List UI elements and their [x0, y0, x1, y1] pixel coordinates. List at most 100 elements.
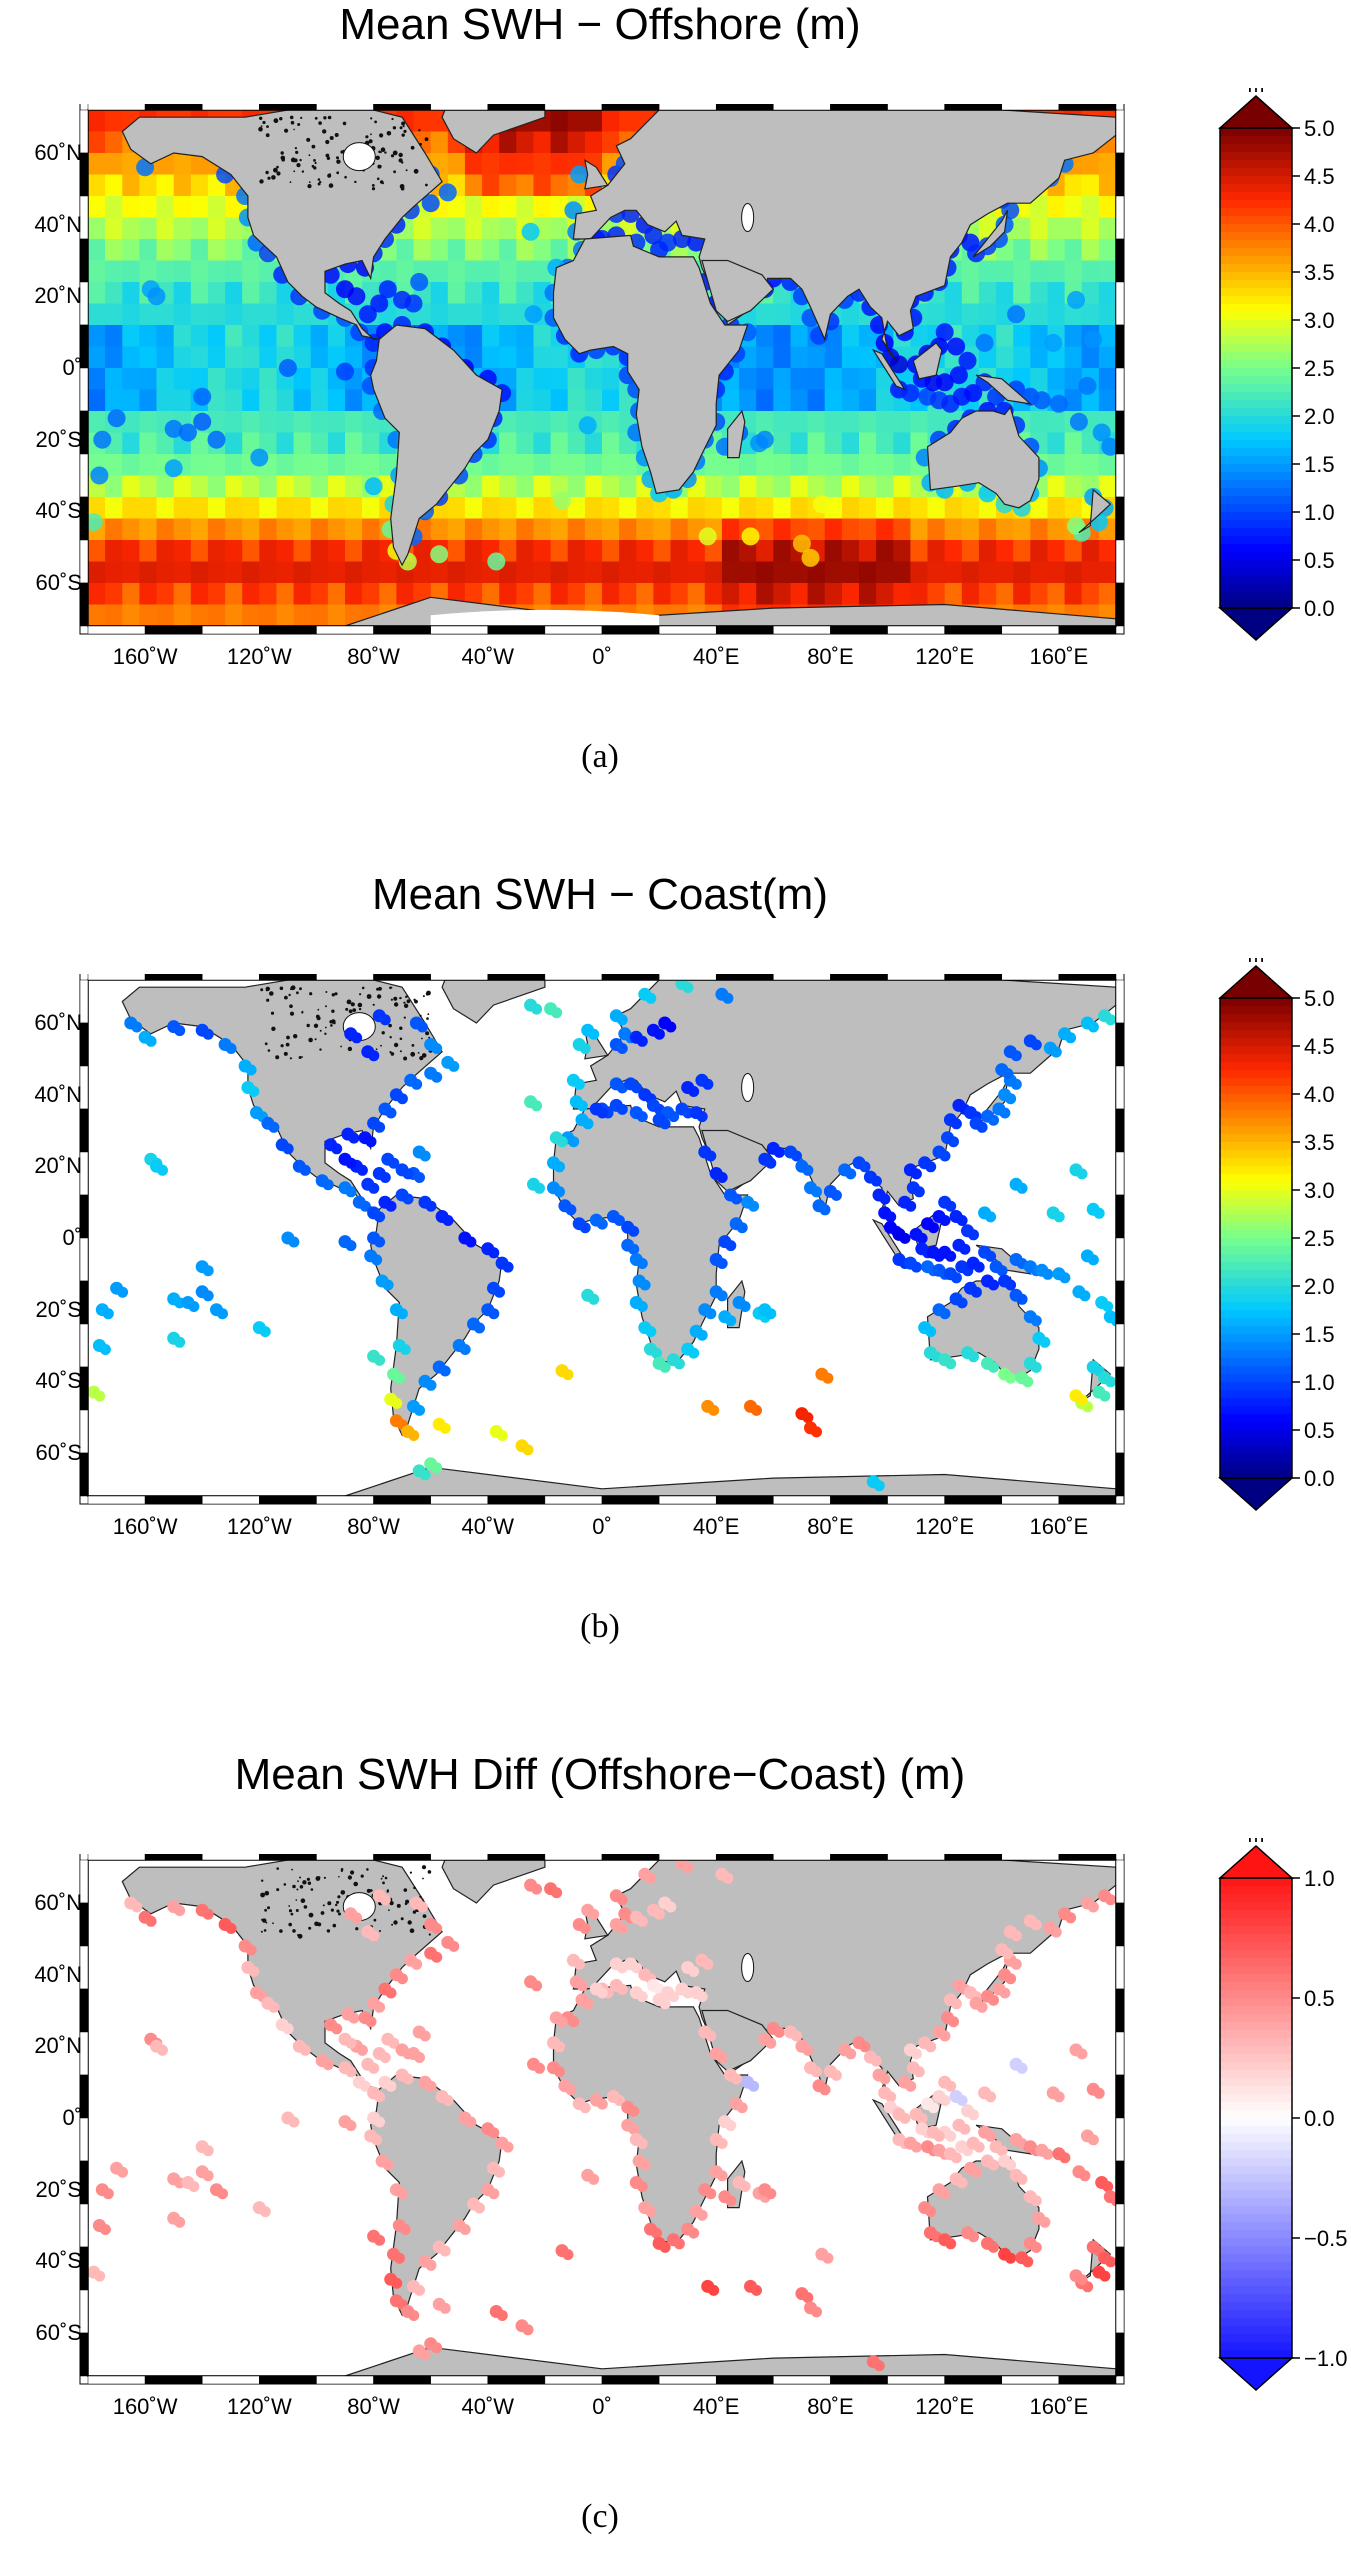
field-cell	[721, 497, 740, 520]
lake-dot	[279, 986, 284, 991]
field-cell	[499, 153, 517, 176]
field-cell	[773, 561, 791, 584]
field-cell	[105, 282, 123, 305]
field-cell	[790, 368, 809, 391]
station-point	[636, 1915, 648, 1927]
field-cell	[807, 411, 826, 434]
lake-dot	[259, 179, 264, 184]
field-cell	[619, 518, 637, 541]
station-point	[1065, 1032, 1077, 1044]
lake-dot	[390, 998, 393, 1001]
lake-dot	[329, 136, 334, 140]
lake-dot	[350, 1002, 355, 1007]
coastal-cell	[1067, 290, 1085, 309]
station-point	[899, 1232, 911, 1244]
colorbar-segment	[1220, 2318, 1292, 2327]
station-point	[988, 2241, 999, 2253]
field-cell	[173, 196, 192, 219]
station-point	[534, 2062, 545, 2074]
station-point	[945, 2238, 957, 2250]
lake-dot	[403, 1056, 408, 1061]
station-point	[573, 1078, 585, 1090]
field-cell	[756, 411, 774, 434]
field-cell	[978, 540, 997, 563]
colorbar-segment	[1220, 400, 1292, 409]
field-cell	[533, 497, 552, 520]
field-cell	[876, 540, 894, 563]
station-point	[368, 1930, 380, 1942]
lake-dot	[264, 1908, 267, 1912]
lake-dot	[289, 1057, 292, 1060]
frame-tick	[887, 625, 945, 635]
lake-dot	[279, 1929, 283, 1933]
frame-tick	[715, 101, 774, 111]
lake-dot	[325, 991, 328, 993]
lake-dot	[296, 1888, 299, 1891]
colorbar-segment	[1220, 2086, 1292, 2095]
lake-dot	[360, 1874, 364, 1878]
field-cell	[173, 346, 192, 369]
station-point	[765, 1308, 777, 1320]
lake-dot	[358, 1007, 362, 1011]
field-cell	[310, 497, 329, 520]
colorbar-unit: m	[1248, 958, 1265, 967]
station-point	[682, 982, 694, 994]
field-cell	[1030, 282, 1048, 305]
field-cell	[687, 540, 706, 563]
field-cell	[602, 411, 620, 434]
field-cell	[242, 411, 260, 434]
lake-dot	[289, 181, 292, 183]
colorbar-segment	[1220, 2102, 1292, 2111]
field-cell	[225, 604, 243, 627]
lat-tick-label: 60˚S	[35, 1440, 82, 1465]
field-cell	[1098, 346, 1117, 369]
colorbar-tick-label: 4.0	[1304, 212, 1335, 237]
lake-dot	[393, 1042, 399, 1048]
frame-tick	[601, 2375, 660, 2385]
field-cell	[276, 583, 295, 606]
station-point	[117, 1286, 129, 1298]
field-cell	[636, 497, 654, 520]
field-cell	[824, 368, 843, 391]
lake-dot	[317, 1008, 320, 1011]
hudson-bay	[342, 142, 376, 172]
colorbar-segment	[1220, 2302, 1292, 2311]
station-point	[562, 1369, 574, 1381]
field-cell	[447, 153, 466, 176]
station-point	[822, 1372, 834, 1384]
station-point	[94, 1390, 106, 1402]
station-point	[616, 1983, 628, 1995]
field-cell	[773, 411, 791, 434]
field-cell	[533, 561, 552, 584]
field-cell	[225, 518, 243, 541]
colorbar-segment	[1220, 1286, 1292, 1295]
station-point	[916, 1232, 928, 1244]
coastal-cell	[370, 294, 389, 313]
station-point	[791, 2030, 802, 2042]
lake-dot	[418, 129, 421, 132]
field-cell	[841, 454, 860, 477]
colorbar-unit: m	[1248, 1838, 1265, 1847]
coastal-cell	[278, 359, 297, 377]
colorbar-tick-label: 2.0	[1304, 1274, 1335, 1299]
field-cell	[841, 389, 860, 412]
field-cell	[105, 497, 123, 520]
station-point	[596, 1218, 608, 1230]
field-cell	[602, 131, 620, 154]
colorbar-tick-label: 2.0	[1304, 404, 1335, 429]
frame-tick	[201, 971, 260, 981]
field-cell	[105, 196, 123, 219]
lake-dot	[314, 1921, 319, 1927]
station-point	[748, 2080, 760, 2092]
lake-dot	[403, 1888, 408, 1892]
lake-dot	[289, 1011, 295, 1016]
lake-dot	[319, 180, 322, 184]
field-cell	[550, 110, 569, 133]
station-point	[439, 2245, 451, 2257]
field-cell	[173, 518, 192, 541]
lake-dot	[281, 158, 285, 162]
station-point	[702, 1078, 714, 1090]
colorbar-segment	[1220, 1102, 1292, 1111]
station-point	[939, 1308, 951, 1320]
field-cell	[225, 217, 243, 240]
